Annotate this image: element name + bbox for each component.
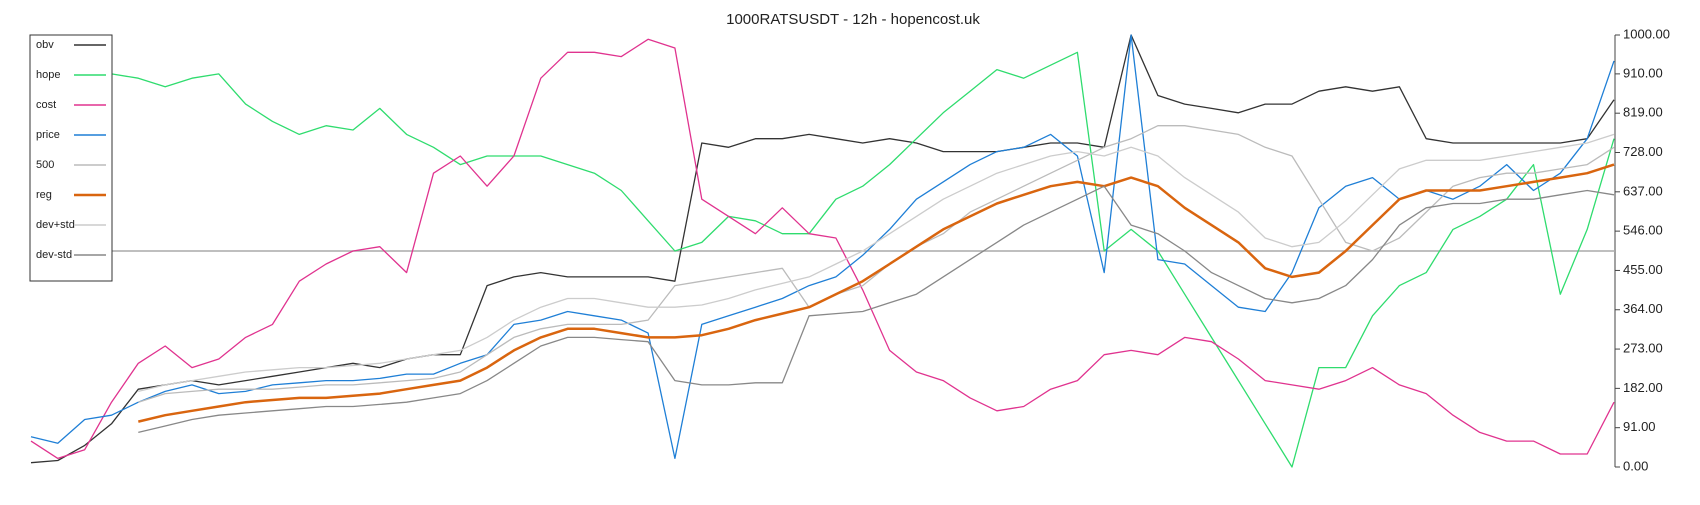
legend-label: dev-std: [36, 249, 72, 261]
legend-box: [29, 34, 113, 282]
y-tick-label: 182.00: [1623, 380, 1663, 395]
legend-label: dev+std: [36, 219, 75, 231]
series-line: [30, 34, 1615, 460]
y-tick-label: 455.00: [1623, 262, 1663, 277]
y-tick-label: 273.00: [1623, 341, 1663, 356]
series-line: [138, 185, 1615, 434]
series-line: [30, 34, 1615, 464]
y-tick-label: 91.00: [1623, 419, 1656, 434]
legend-label: cost: [36, 99, 56, 111]
chart-title: 1000RATSUSDT - 12h - hopencost.uk: [726, 11, 980, 28]
y-tick-label: 910.00: [1623, 65, 1663, 80]
series-line: [138, 125, 1615, 403]
y-tick-label: 728.00: [1623, 144, 1663, 159]
series-line: [111, 51, 1615, 468]
y-tick-label: 637.00: [1623, 183, 1663, 198]
legend-label: price: [36, 129, 60, 141]
legend-label: reg: [36, 189, 52, 201]
legend-label: hope: [36, 69, 60, 81]
legend-label: obv: [36, 39, 54, 51]
y-tick-label: 364.00: [1623, 301, 1663, 316]
y-tick-label: 819.00: [1623, 105, 1663, 120]
series-line: [138, 163, 1615, 423]
y-tick-label: 1000.00: [1623, 26, 1670, 41]
y-tick-label: 546.00: [1623, 223, 1663, 238]
legend-label: 500: [36, 159, 54, 171]
y-tick-label: 0.00: [1623, 458, 1648, 473]
series-line: [138, 133, 1615, 393]
series-line: [30, 38, 1615, 460]
